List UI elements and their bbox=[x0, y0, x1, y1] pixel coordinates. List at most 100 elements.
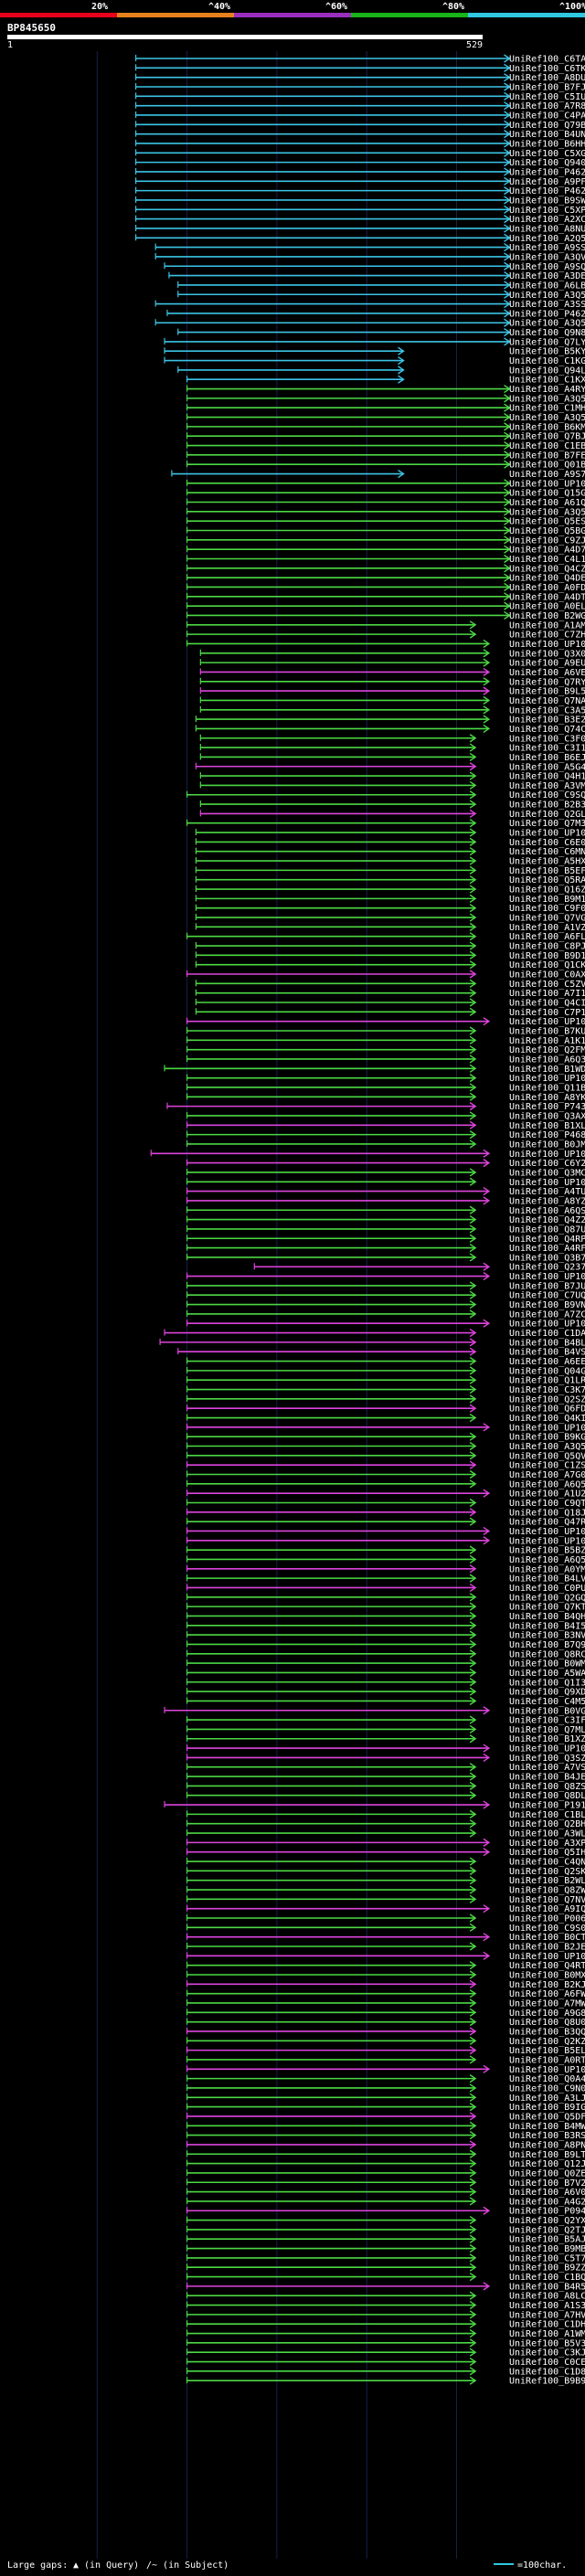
hit-row[interactable]: UniRef100_C1D8K2 bbox=[186, 2367, 585, 2377]
hit-row[interactable]: UniRef100_B0MXU5 bbox=[186, 1970, 585, 1980]
hit-label[interactable]: UniRef100_B6HHR5 bbox=[509, 139, 585, 149]
hit-label[interactable]: UniRef100_C7ZHC7 bbox=[509, 631, 585, 641]
hit-label[interactable]: UniRef100_Q2GQZ2 bbox=[509, 1593, 585, 1603]
hit-row[interactable]: UniRef100_Q74C02 bbox=[195, 724, 585, 735]
hit-row[interactable]: UniRef100_C3IF16 bbox=[186, 1715, 585, 1726]
hit-label[interactable]: UniRef100_P09467 bbox=[509, 2207, 585, 2217]
hit-label[interactable]: UniRef100_A1WMW6 bbox=[509, 2329, 585, 2339]
hit-row[interactable]: UniRef100_A9PF94 bbox=[134, 176, 585, 187]
hit-label[interactable]: UniRef100_A4RY75 bbox=[509, 385, 585, 395]
hit-label[interactable]: UniRef100_C9N0L1 bbox=[509, 2083, 585, 2094]
hit-label[interactable]: UniRef100_B0VGD8 bbox=[509, 1706, 585, 1716]
hit-label[interactable]: UniRef100_A4DTS1 bbox=[509, 592, 585, 602]
hit-label[interactable]: UniRef100_B4MW95 bbox=[509, 2122, 585, 2132]
hit-row[interactable]: UniRef100_P46283 bbox=[134, 167, 585, 177]
hit-row[interactable]: UniRef100_A5HX11 bbox=[195, 856, 585, 867]
hit-row[interactable]: UniRef100_A6Q5C9 bbox=[186, 1479, 585, 1489]
hit-label[interactable]: UniRef100_A6FWX3 bbox=[509, 1989, 585, 1999]
hit-row[interactable]: UniRef100_A0FD43 bbox=[186, 582, 585, 593]
hit-row[interactable]: UniRef100_C1BQL7 bbox=[186, 2272, 585, 2283]
hit-row[interactable]: UniRef100_C9S0C9 bbox=[186, 1923, 585, 1934]
hit-label[interactable]: UniRef100_B5EL46 bbox=[509, 2046, 585, 2056]
hit-row[interactable]: UniRef100_Q87U94 bbox=[186, 1224, 585, 1235]
hit-label[interactable]: UniRef100_Q12JW2 bbox=[509, 2159, 585, 2169]
hit-label[interactable]: UniRef100_A1VZ14 bbox=[509, 923, 585, 933]
hit-row[interactable]: UniRef100_B2B301 bbox=[199, 800, 585, 811]
hit-row[interactable]: UniRef100_UP1000... bbox=[186, 1951, 585, 1962]
hit-label[interactable]: UniRef100_B9L5J9 bbox=[509, 687, 585, 697]
hit-row[interactable]: UniRef100_A0ELL4 bbox=[186, 601, 585, 612]
hit-row[interactable]: UniRef100_A6V0H7 bbox=[186, 2187, 585, 2198]
hit-row[interactable]: UniRef100_B4R529 bbox=[186, 2282, 585, 2292]
hit-row[interactable]: UniRef100_B9IG26 bbox=[186, 2103, 585, 2113]
hit-label[interactable]: UniRef100_Q3B7G0 bbox=[509, 1253, 585, 1263]
hit-row[interactable]: UniRef100_Q23780 bbox=[253, 1262, 585, 1273]
hit-label[interactable]: UniRef100_Q2YXN0 bbox=[509, 2216, 585, 2226]
hit-row[interactable]: UniRef100_B0VGD8 bbox=[164, 1706, 585, 1716]
hit-label[interactable]: UniRef100_C3KJC1 bbox=[509, 2348, 585, 2359]
hit-label[interactable]: UniRef100_UP1000... bbox=[509, 829, 585, 839]
hit-row[interactable]: UniRef100_Q8RCY9 bbox=[186, 1649, 585, 1659]
hit-row[interactable]: UniRef100_Q5EST2 bbox=[186, 516, 585, 527]
hit-row[interactable]: UniRef100_C1KGX8 bbox=[164, 355, 585, 366]
hit-row[interactable]: UniRef100_B9SWP6 bbox=[134, 196, 585, 206]
hit-label[interactable]: UniRef100_UP1000... bbox=[509, 640, 585, 650]
hit-row[interactable]: UniRef100_A8DUA7 bbox=[134, 73, 585, 83]
hit-row[interactable]: UniRef100_UP1000... bbox=[186, 479, 585, 489]
hit-label[interactable]: UniRef100_Q0A4H2 bbox=[509, 2074, 585, 2084]
hit-row[interactable]: UniRef100_Q8U0I7 bbox=[186, 2018, 585, 2028]
hit-label[interactable]: UniRef100_A0ELL4 bbox=[509, 602, 585, 612]
hit-label[interactable]: UniRef100_B5AJU4 bbox=[509, 2235, 585, 2245]
hit-label[interactable]: UniRef100_B0MXU5 bbox=[509, 1970, 585, 1980]
hit-row[interactable]: UniRef100_Q3SZB7 bbox=[186, 1753, 585, 1764]
hit-label[interactable]: UniRef100_C1KX44 bbox=[509, 376, 585, 386]
hit-row[interactable]: UniRef100_Q4CZ23 bbox=[186, 564, 585, 574]
hit-row[interactable]: UniRef100_C5IUT1 bbox=[134, 91, 585, 102]
hit-row[interactable]: UniRef100_A2XCL2 bbox=[134, 215, 585, 225]
hit-label[interactable]: UniRef100_B9M1N3 bbox=[509, 895, 585, 905]
hit-label[interactable]: UniRef100_Q16ZD2 bbox=[509, 885, 585, 896]
hit-row[interactable]: UniRef100_C5ZV49 bbox=[195, 979, 585, 990]
hit-label[interactable]: UniRef100_B7FER1 bbox=[509, 451, 585, 461]
hit-label[interactable]: UniRef100_Q2BH87 bbox=[509, 1819, 585, 1829]
hit-label[interactable]: UniRef100_B2B301 bbox=[509, 800, 585, 811]
hit-label[interactable]: UniRef100_P74324 bbox=[509, 1102, 585, 1112]
hit-row[interactable]: UniRef100_Q7NVB6 bbox=[186, 1894, 585, 1905]
hit-label[interactable]: UniRef100_A5HX11 bbox=[509, 857, 585, 867]
hit-label[interactable]: UniRef100_A3Q5T1 bbox=[509, 1442, 585, 1452]
hit-label[interactable]: UniRef100_Q4CI97 bbox=[509, 999, 585, 1009]
hit-row[interactable]: UniRef100_A1WMW6 bbox=[186, 2328, 585, 2339]
hit-label[interactable]: UniRef100_C6TK14 bbox=[509, 64, 585, 74]
hit-label[interactable]: UniRef100_B9SWP6 bbox=[509, 196, 585, 206]
hit-row[interactable]: UniRef100_UP1000... bbox=[186, 1526, 585, 1537]
hit-row[interactable]: UniRef100_Q8ZSW4 bbox=[186, 1781, 585, 1792]
hit-row[interactable]: UniRef100_A0YMZ1 bbox=[186, 1564, 585, 1574]
hit-row[interactable]: UniRef100_C9QTP7 bbox=[186, 1498, 585, 1509]
hit-row[interactable]: UniRef100_Q5QVR9 bbox=[186, 1451, 585, 1461]
hit-label[interactable]: UniRef100_C6E0N6 bbox=[509, 838, 585, 848]
hit-label[interactable]: UniRef100_UP1000... bbox=[509, 1952, 585, 1962]
hit-row[interactable]: UniRef100_C6MNR3 bbox=[195, 847, 585, 857]
hit-row[interactable]: UniRef100_A3WLN4 bbox=[186, 1829, 585, 1839]
hit-label[interactable]: UniRef100_Q6FDV3 bbox=[509, 1405, 585, 1415]
hit-label[interactable]: UniRef100_B4BLP8 bbox=[509, 1338, 585, 1348]
hit-row[interactable]: UniRef100_Q3B7G0 bbox=[186, 1253, 585, 1263]
hit-row[interactable]: UniRef100_Q7LYL0 bbox=[164, 337, 585, 347]
hit-row[interactable]: UniRef100_B7JUE7 bbox=[186, 1281, 585, 1291]
hit-label[interactable]: UniRef100_Q5QVR9 bbox=[509, 1451, 585, 1461]
hit-row[interactable]: UniRef100_Q5DFJ0 bbox=[186, 2112, 585, 2122]
hit-label[interactable]: UniRef100_C3IF16 bbox=[509, 1716, 585, 1726]
hit-label[interactable]: UniRef100_P46285 bbox=[509, 186, 585, 196]
hit-row[interactable]: UniRef100_B1XLQ0 bbox=[186, 1120, 585, 1131]
hit-row[interactable]: UniRef100_UP1000... bbox=[186, 1744, 585, 1754]
hit-label[interactable]: UniRef100_P46283 bbox=[509, 167, 585, 177]
hit-row[interactable]: UniRef100_Q79BT0 bbox=[134, 120, 585, 131]
hit-row[interactable]: UniRef100_C1EB06 bbox=[186, 440, 585, 451]
hit-row[interactable]: UniRef100_A3Q534 bbox=[154, 318, 585, 329]
hit-row[interactable]: UniRef100_B9B9B4 bbox=[186, 2376, 585, 2387]
hit-label[interactable]: UniRef100_C3K7D6 bbox=[509, 1385, 585, 1395]
hit-row[interactable]: UniRef100_B7Q9X7 bbox=[186, 1639, 585, 1650]
hit-row[interactable]: UniRef100_A2Q5S2 bbox=[134, 233, 585, 244]
hit-row[interactable]: UniRef100_B0JM56 bbox=[186, 1140, 585, 1150]
hit-label[interactable]: UniRef100_A3Q553 bbox=[509, 291, 585, 301]
